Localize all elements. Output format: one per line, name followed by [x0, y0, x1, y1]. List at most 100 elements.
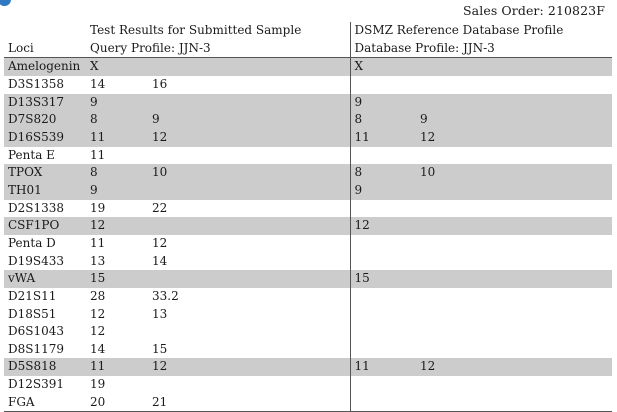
- reference-allele-2-cell: 12: [416, 358, 612, 377]
- locus-cell: Penta D: [8, 235, 56, 250]
- query-allele-1-cell: 19: [90, 377, 106, 392]
- table-row: D13S317 9 9: [4, 93, 612, 112]
- query-allele-1-cell: 20: [86, 393, 148, 412]
- reference-allele-2-cell: [416, 323, 612, 341]
- query-allele-2-cell: 12: [152, 235, 168, 250]
- table-header-row-groups: Test Results for Submitted Sample DSMZ R…: [4, 22, 612, 40]
- locus-cell: Amelogenin: [4, 57, 86, 76]
- reference-allele-1-cell: [349, 340, 416, 359]
- query-allele-2-cell: 22: [152, 200, 168, 215]
- query-allele-2-cell: [148, 323, 350, 341]
- reference-allele-2-cell: [416, 306, 612, 324]
- reference-allele-2-cell: [416, 57, 612, 76]
- table-row: D8S1179 14 15: [4, 340, 612, 359]
- locus-cell: CSF1PO: [4, 217, 86, 235]
- query-allele-1-cell: 8: [86, 164, 148, 182]
- query-allele-2-cell: [148, 147, 350, 165]
- reference-allele-1-cell: [349, 393, 416, 412]
- reference-allele-1-cell: 9: [349, 93, 416, 112]
- query-allele-1-cell: 12: [90, 324, 106, 339]
- reference-allele-1-cell: 15: [349, 270, 416, 288]
- sales-order-number: Sales Order: 210823F: [463, 3, 605, 18]
- table-row: D21S11 28 33.2: [4, 287, 612, 306]
- query-allele-2-cell: 33.2: [152, 288, 179, 303]
- reference-allele-1-cell: [349, 75, 416, 94]
- reference-allele-1-cell: 8: [349, 111, 416, 129]
- reference-allele-1-cell: [349, 146, 416, 165]
- table-row: D3S1358 14 16: [4, 75, 612, 94]
- reference-allele-1-cell: [349, 305, 416, 324]
- table-row: D19S433 13 14: [4, 252, 612, 271]
- reference-allele-2-cell: [416, 253, 612, 271]
- query-allele-2-cell: 16: [152, 76, 168, 91]
- locus-cell: D18S51: [8, 306, 57, 321]
- reference-profile-title: DSMZ Reference Database Profile: [349, 22, 612, 40]
- reference-allele-2-cell: [416, 76, 612, 94]
- locus-cell: D7S820: [4, 111, 86, 129]
- query-allele-2-cell: 13: [152, 306, 168, 321]
- reference-allele-1-cell: 9: [349, 181, 416, 200]
- query-allele-2-cell: 12: [148, 358, 350, 377]
- query-profile-subtitle: Query Profile: JJN-3: [86, 39, 350, 59]
- locus-cell: D8S1179: [8, 341, 65, 356]
- brand-logo-icon: [0, 0, 11, 6]
- reference-allele-2-cell: 9: [416, 111, 612, 129]
- reference-allele-1-cell: [349, 199, 416, 218]
- query-results-title: Test Results for Submitted Sample: [90, 23, 302, 37]
- query-allele-2-cell: 14: [152, 253, 168, 268]
- query-allele-1-cell: 28: [90, 288, 106, 303]
- reference-allele-1-cell: [349, 252, 416, 271]
- table-row: Penta D 11 12: [4, 234, 612, 253]
- table-row: D2S1338 19 22: [4, 199, 612, 218]
- query-allele-1-cell: 14: [90, 341, 106, 356]
- query-allele-1-cell: 15: [86, 270, 148, 288]
- reference-allele-2-cell: 12: [416, 128, 612, 147]
- table-row: D5S818 11 12 11 12: [4, 358, 612, 377]
- locus-cell: vWA: [4, 270, 86, 288]
- query-allele-2-cell: [148, 93, 350, 112]
- query-allele-1-cell: X: [86, 57, 148, 76]
- query-allele-2-cell: [148, 57, 350, 76]
- query-allele-2-cell: [148, 217, 350, 235]
- locus-cell: FGA: [4, 393, 86, 412]
- locus-cell: D3S1358: [8, 76, 65, 91]
- query-allele-2-cell: 21: [148, 393, 350, 412]
- query-allele-2-cell: [148, 181, 350, 200]
- table-row: D6S1043 12: [4, 323, 612, 341]
- loci-column-header: Loci: [4, 39, 86, 59]
- locus-cell: D5S818: [4, 358, 86, 377]
- table-row: CSF1PO 12 12: [4, 217, 612, 235]
- query-allele-1-cell: 11: [90, 147, 106, 162]
- table-row: D16S539 11 12 11 12: [4, 128, 612, 147]
- query-allele-1-cell: 9: [86, 93, 148, 112]
- locus-cell: D21S11: [8, 288, 57, 303]
- locus-cell: TH01: [4, 181, 86, 200]
- locus-cell: D19S433: [8, 253, 65, 268]
- locus-cell: D13S317: [4, 93, 86, 112]
- query-allele-1-cell: 11: [86, 358, 148, 377]
- reference-allele-1-cell: [349, 376, 416, 394]
- reference-allele-1-cell: 11: [349, 128, 416, 147]
- locus-cell: Penta E: [8, 147, 55, 162]
- database-profile-subtitle: Database Profile: JJN-3: [349, 39, 612, 59]
- table-row: D7S820 8 9 8 9: [4, 111, 612, 129]
- table-body: Amelogenin X X D3S1358 14 16 D13S317 9 9 D7S820 8 9…: [4, 57, 612, 412]
- reference-allele-2-cell: 10: [416, 164, 612, 182]
- query-allele-2-cell: 9: [148, 111, 350, 129]
- locus-cell: D16S539: [4, 128, 86, 147]
- reference-allele-1-cell: 12: [349, 217, 416, 235]
- table-row: D12S391 19: [4, 376, 612, 394]
- reference-allele-2-cell: [416, 235, 612, 253]
- table-row: Penta E 11: [4, 146, 612, 165]
- query-allele-1-cell: 12: [86, 217, 148, 235]
- query-allele-1-cell: 14: [90, 76, 106, 91]
- header-spacer: [4, 22, 86, 40]
- reference-allele-2-cell: [416, 270, 612, 288]
- reference-allele-1-cell: 8: [349, 164, 416, 182]
- table-row: FGA 20 21: [4, 393, 612, 412]
- reference-allele-2-cell: [416, 200, 612, 218]
- reference-allele-1-cell: 11: [349, 358, 416, 377]
- reference-allele-1-cell: X: [349, 57, 416, 76]
- table-row: TH01 9 9: [4, 181, 612, 200]
- table-row: TPOX 8 10 8 10: [4, 164, 612, 182]
